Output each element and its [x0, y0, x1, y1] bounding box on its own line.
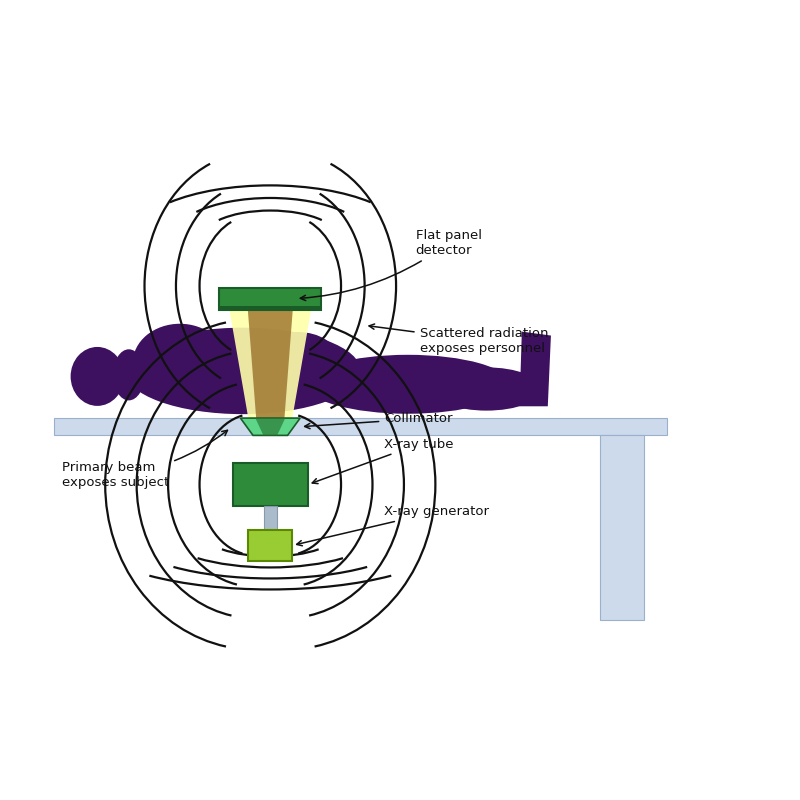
Text: Scattered radiation
exposes personnel: Scattered radiation exposes personnel [369, 324, 548, 355]
Polygon shape [246, 418, 294, 435]
Ellipse shape [133, 324, 227, 402]
Ellipse shape [125, 328, 361, 414]
Ellipse shape [113, 350, 145, 400]
Text: X-ray tube: X-ray tube [312, 438, 454, 484]
Ellipse shape [258, 332, 337, 383]
Ellipse shape [431, 367, 542, 410]
Bar [54, 418, 667, 435]
Polygon shape [241, 418, 300, 435]
Polygon shape [230, 310, 311, 418]
Bar [601, 435, 644, 620]
Text: Flat panel
detector: Flat panel detector [300, 229, 482, 301]
Bar [233, 463, 308, 506]
Text: Primary beam
exposes subject: Primary beam exposes subject [62, 430, 227, 489]
Text: X-ray generator: X-ray generator [297, 505, 490, 546]
Polygon shape [519, 332, 551, 406]
Text: Collimator: Collimator [305, 412, 453, 429]
Ellipse shape [70, 347, 124, 406]
Bar [264, 506, 277, 530]
Bar [219, 306, 322, 310]
Polygon shape [248, 310, 293, 418]
Polygon shape [255, 418, 286, 435]
Bar [219, 287, 322, 310]
Ellipse shape [306, 354, 510, 414]
Bar [248, 530, 292, 561]
